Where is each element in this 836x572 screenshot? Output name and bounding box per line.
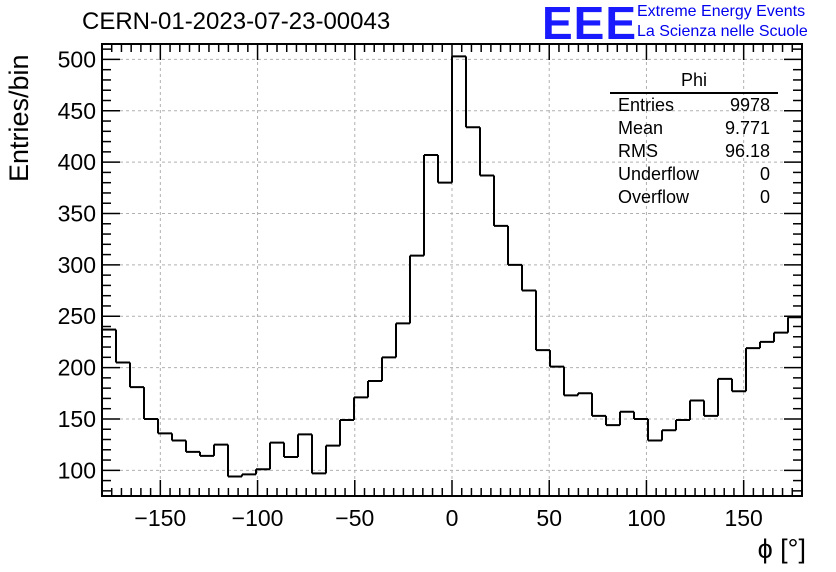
x-tick-label: 50: [536, 505, 562, 531]
y-tick-label: 300: [58, 252, 96, 278]
stats-label: Entries: [618, 95, 675, 115]
histogram-bin: [465, 56, 480, 129]
histogram-bin: [535, 290, 550, 352]
stats-title: Phi: [610, 70, 778, 94]
histogram-bin: [437, 154, 452, 184]
stats-value: 9978: [729, 95, 770, 115]
histogram-bin: [185, 440, 200, 453]
stats-value: 9.771: [724, 118, 770, 138]
histogram-bin: [115, 329, 130, 364]
histogram-bin: [745, 347, 760, 392]
x-tick-label: 100: [627, 505, 665, 531]
chart-title: CERN-01-2023-07-23-00043: [82, 8, 391, 35]
stats-value: 96.18: [724, 141, 770, 161]
histogram-bin: [171, 433, 186, 442]
stats-row-rms: RMS 96.18: [610, 140, 778, 163]
histogram-bin: [129, 362, 144, 389]
histogram-bin: [661, 429, 676, 441]
histogram-bin: [619, 410, 634, 426]
stats-label: Mean: [618, 118, 664, 138]
x-tick-label: −150: [134, 505, 186, 531]
histogram-bin: [703, 400, 718, 417]
logo-caption-line1: Extreme Energy Events: [637, 3, 806, 20]
stats-label: RMS: [618, 141, 658, 161]
histogram-bin: [759, 340, 774, 349]
histogram-bin: [381, 356, 396, 381]
histogram-bin: [143, 387, 158, 420]
y-tick-labels: 100 150 200 250 300 350 400 450 500: [58, 46, 96, 483]
histogram-bin: [311, 434, 326, 475]
stats-value: 0: [759, 187, 770, 207]
x-tick-labels: −150 −100 −50 0 50 100 150: [134, 505, 762, 531]
x-axis-label: ϕ [°]: [757, 534, 806, 564]
stats-row-entries: Entries 9978: [610, 94, 778, 117]
y-tick-label: 250: [58, 303, 96, 329]
histogram-bin: [675, 418, 690, 431]
histogram-bin: [605, 415, 620, 427]
histogram-bin: [521, 264, 536, 292]
histogram-bin: [773, 331, 788, 342]
histogram-bin: [647, 418, 662, 442]
y-tick-label: 150: [58, 406, 96, 432]
histogram-bin: [689, 399, 704, 420]
stats-box: Phi Entries 9978 Mean 9.771 RMS 96.18 Un…: [610, 70, 778, 209]
histogram-bin: [353, 396, 368, 420]
stats-row-underflow: Underflow 0: [610, 163, 778, 186]
y-tick-label: 200: [58, 355, 96, 381]
histogram-bin: [241, 473, 256, 477]
histogram-bin: [255, 468, 270, 475]
histogram-bin: [339, 418, 354, 446]
histogram-bin: [549, 350, 564, 368]
histogram-bin: [493, 175, 508, 227]
histogram-bin: [563, 366, 578, 397]
eee-logo: EEE: [542, 0, 638, 49]
stats-row-overflow: Overflow 0: [610, 186, 778, 209]
histogram-bin: [395, 322, 410, 358]
histogram-bin: [367, 379, 382, 398]
stats-value: 0: [759, 164, 770, 184]
y-tick-label: 450: [58, 98, 96, 124]
histogram-bin: [717, 377, 732, 416]
y-tick-label: 350: [58, 201, 96, 227]
histogram-bin: [409, 254, 424, 324]
histogram-bin: [507, 225, 522, 266]
stats-label: Overflow: [618, 187, 690, 207]
x-tick-label: −100: [232, 505, 284, 531]
histogram-bin: [479, 127, 494, 177]
histogram-bin: [591, 393, 606, 417]
histogram-bin: [325, 444, 340, 474]
logo-caption-line2: La Scienza nelle Scuole: [637, 23, 808, 40]
histogram-bin: [297, 433, 312, 457]
histogram-bin: [283, 442, 298, 458]
stats-label: Underflow: [618, 164, 700, 184]
histogram-bin: [633, 411, 648, 420]
histogram-bin: [199, 451, 214, 457]
y-tick-label: 500: [58, 46, 96, 72]
histogram-bin: [423, 153, 438, 256]
histogram-bin: [227, 444, 242, 478]
axis-ticks: [102, 44, 802, 496]
stats-row-mean: Mean 9.771: [610, 117, 778, 140]
histogram-bin: [157, 418, 172, 435]
x-tick-label: 0: [446, 505, 459, 531]
histogram-bin: [269, 441, 284, 470]
histogram-bin: [213, 443, 228, 456]
x-tick-label: −50: [335, 505, 374, 531]
histogram-bin: [787, 316, 802, 333]
histogram-bins: [102, 55, 802, 478]
histogram-bin: [731, 378, 746, 393]
y-tick-label: 100: [58, 457, 96, 483]
histogram-bin: [577, 392, 592, 396]
histogram-bin: [451, 55, 466, 183]
x-tick-label: 150: [724, 505, 762, 531]
y-axis-label: Entries/bin: [4, 54, 34, 182]
y-tick-label: 400: [58, 149, 96, 175]
